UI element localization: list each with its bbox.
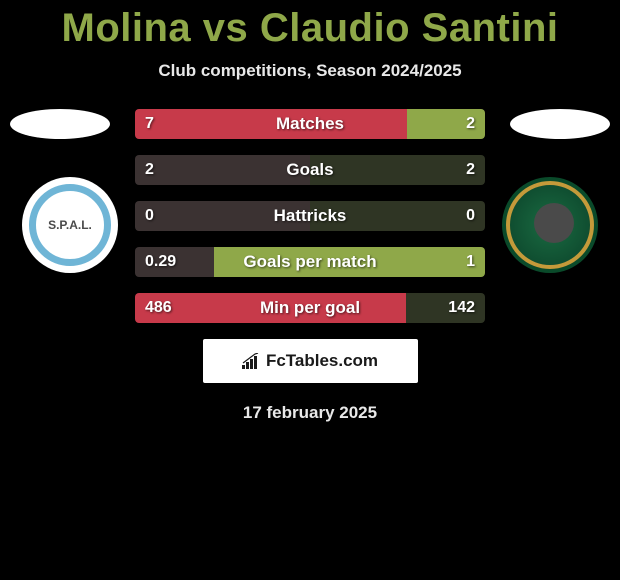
- club-badge-left-text: S.P.A.L.: [29, 184, 111, 266]
- stat-bar-row: 0Hattricks0: [135, 201, 485, 231]
- brand-text: FcTables.com: [266, 351, 378, 371]
- stat-bar-row: 7Matches2: [135, 109, 485, 139]
- stat-left-value: 0.29: [145, 247, 176, 277]
- stat-bar-right-fill: [214, 247, 485, 277]
- stat-left-value: 486: [145, 293, 172, 323]
- stat-left-value: 7: [145, 109, 154, 139]
- stat-bar-left-fill: [135, 109, 407, 139]
- stat-right-value: 142: [448, 293, 475, 323]
- stat-right-value: 0: [466, 201, 475, 231]
- chart-icon: [242, 353, 262, 369]
- stat-bar-row: 486Min per goal142: [135, 293, 485, 323]
- page-title: Molina vs Claudio Santini: [0, 0, 620, 51]
- date-text: 17 february 2025: [0, 403, 620, 423]
- club-badge-right-inner: [506, 181, 594, 269]
- stat-bar-left-fill: [135, 155, 310, 185]
- stat-left-value: 0: [145, 201, 154, 231]
- stat-bar-row: 0.29Goals per match1: [135, 247, 485, 277]
- stat-right-value: 1: [466, 247, 475, 277]
- player-left-ellipse: [10, 109, 110, 139]
- comparison-panel: S.P.A.L. 7Matches2 2Goals2 0Hattricks0 0.29…: [0, 109, 620, 423]
- stat-left-value: 2: [145, 155, 154, 185]
- club-badge-left: S.P.A.L.: [22, 177, 118, 273]
- player-right-ellipse: [510, 109, 610, 139]
- stat-bar-left-fill: [135, 293, 406, 323]
- stat-right-value: 2: [466, 155, 475, 185]
- club-badge-left-inner: S.P.A.L.: [29, 184, 111, 266]
- stat-right-value: 2: [466, 109, 475, 139]
- stat-bar-row: 2Goals2: [135, 155, 485, 185]
- stat-bars: 7Matches2 2Goals2 0Hattricks0 0.29Goals per…: [135, 109, 485, 323]
- stat-bar-left-fill: [135, 201, 310, 231]
- club-badge-right: [502, 177, 598, 273]
- stat-bar-right-fill: [310, 201, 485, 231]
- stat-bar-right-fill: [310, 155, 485, 185]
- brand-box: FcTables.com: [203, 339, 418, 383]
- subtitle: Club competitions, Season 2024/2025: [0, 61, 620, 81]
